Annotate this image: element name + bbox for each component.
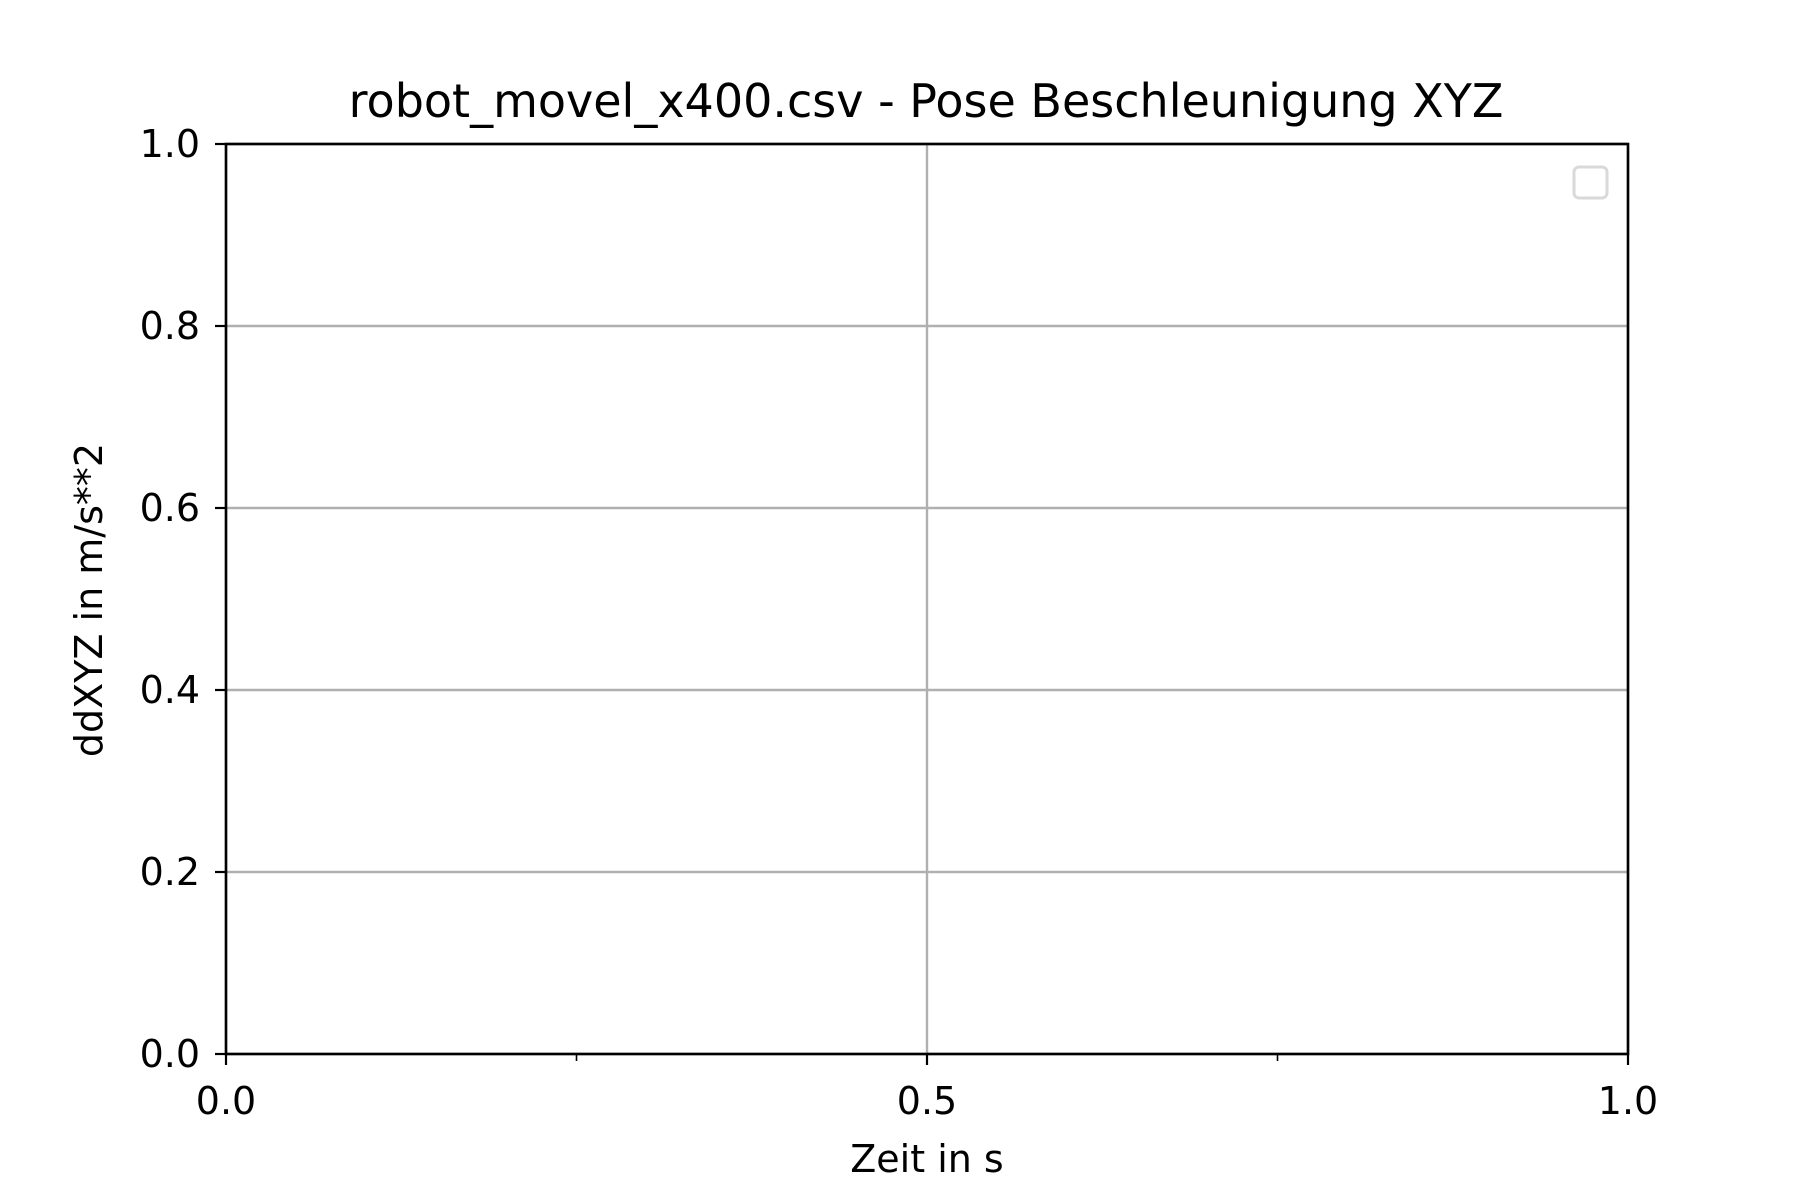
x-axis: 0.0 0.5 1.0	[196, 1054, 1658, 1123]
chart-title: robot_movel_x400.csv - Pose Beschleunigu…	[349, 74, 1504, 128]
y-tick-label-0: 0.0	[140, 1032, 200, 1076]
x-tick-label-2: 1.0	[1598, 1079, 1658, 1123]
y-tick-label-5: 1.0	[140, 122, 200, 166]
x-tick-label-0: 0.0	[196, 1079, 256, 1123]
y-axis-label: ddXYZ in m/s**2	[67, 443, 111, 757]
y-tick-label-2: 0.4	[140, 668, 200, 712]
y-axis: 0.0 0.2 0.4 0.6 0.8 1.0	[140, 122, 226, 1076]
legend-box	[1572, 165, 1609, 200]
y-tick-label-4: 0.8	[140, 304, 200, 348]
x-tick-label-1: 0.5	[897, 1079, 957, 1123]
x-axis-label: Zeit in s	[850, 1137, 1003, 1181]
y-tick-label-1: 0.2	[140, 850, 200, 894]
y-tick-label-3: 0.6	[140, 486, 200, 530]
legend	[1572, 165, 1609, 200]
